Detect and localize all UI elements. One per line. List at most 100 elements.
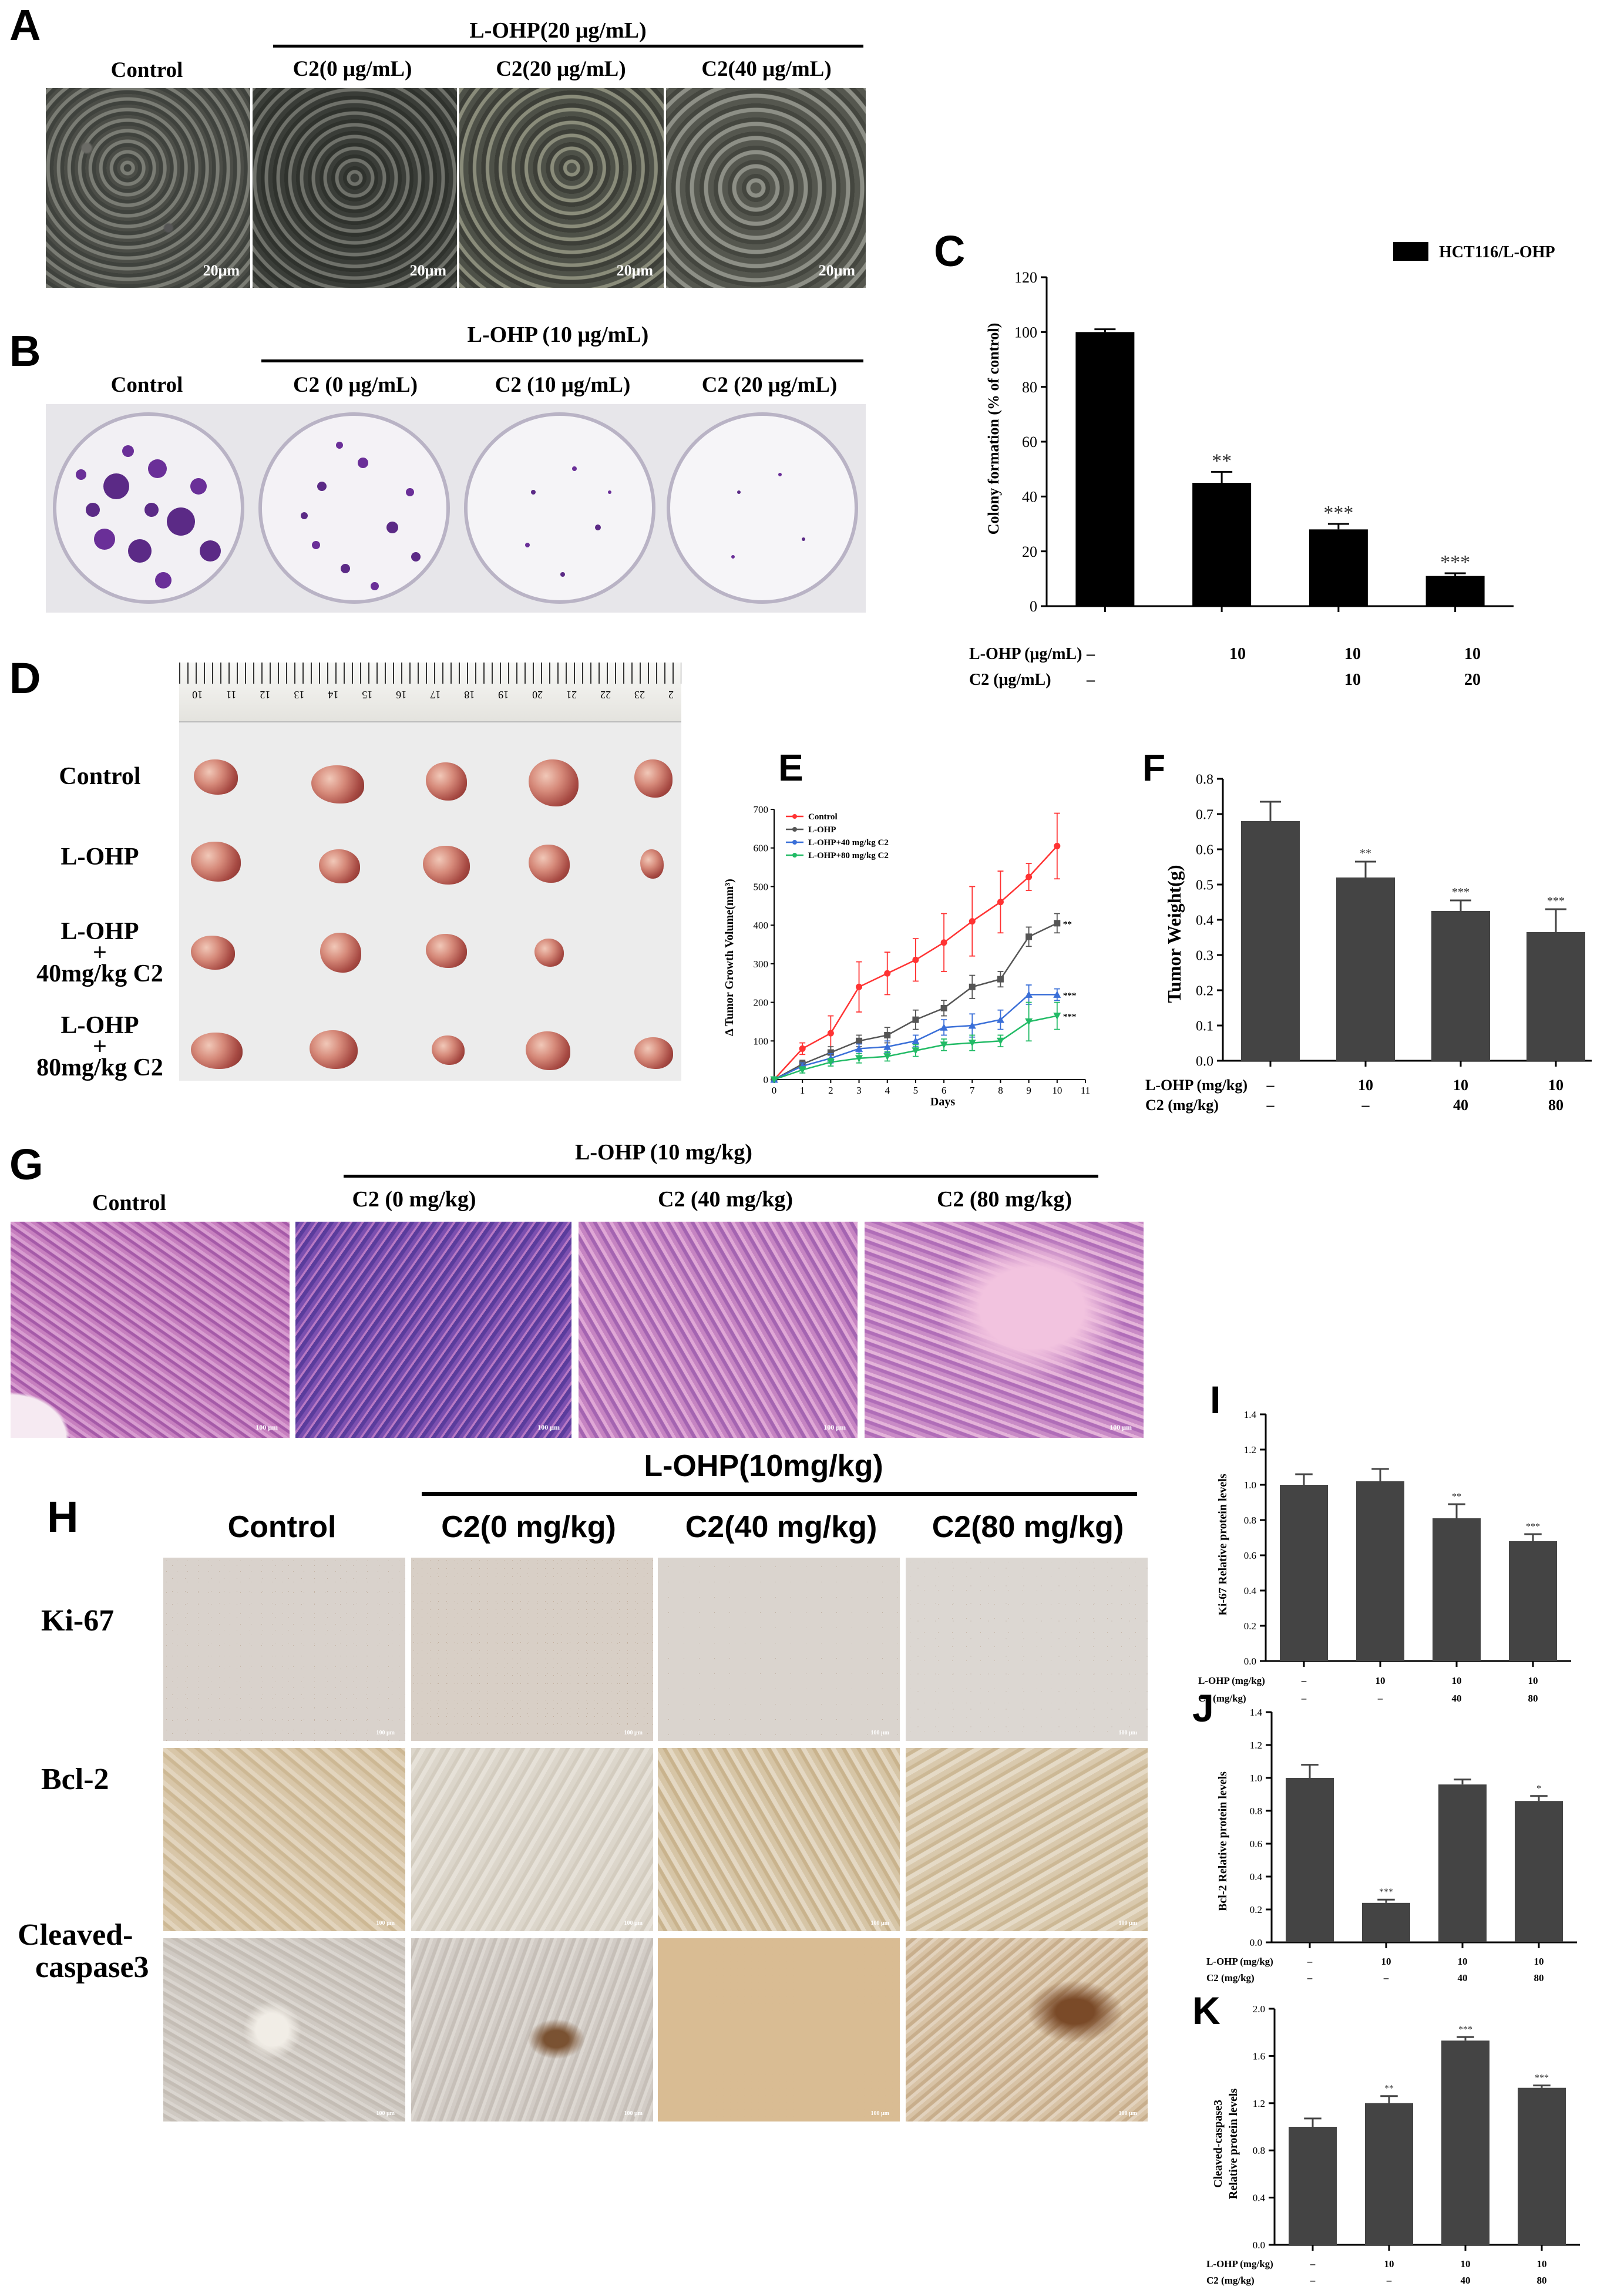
panel-h-col-c2-80: C2(80 mg/kg) [932,1510,1124,1544]
y-tick-label: 0.8 [1253,2145,1265,2156]
data-point [1053,990,1061,998]
data-point [912,1016,919,1023]
data-point [883,1053,892,1061]
panel-c-row2-val: 20 [1464,671,1481,689]
panel-h-col-control: Control [227,1510,337,1544]
panel-g-he-c2-80: 100 μm [865,1222,1144,1438]
panel-f-label: F [1142,747,1166,789]
data-point [940,1041,948,1049]
panel-c-row2-val: 10 [1344,671,1361,689]
panel-c-label: C [934,227,966,275]
panel-g-he-c2-40: 100 μm [579,1222,858,1438]
data-point [996,1016,1004,1023]
y-tick-label: 0.4 [1196,913,1213,928]
panel-h-scalebar: 100 μm [624,1730,643,1736]
y-tick-label: 0.6 [1244,1550,1256,1561]
tumor [640,849,664,879]
plate-c2-20 [667,412,858,604]
legend-marker [792,840,797,845]
panel-i-plot: 0.00.20.40.60.81.01.21.4***** [1244,1409,1571,1667]
significance-label: *** [1458,2025,1472,2035]
y-tick-label: 600 [754,843,769,854]
panel-e-chart: 0 100 200 300 400 500 600 700 0 1 2 3 4 5 6 7 8 9 10 11 Cont… [723,804,1090,1108]
y-tick-label: 2.0 [1253,2003,1265,2015]
panel-i-row1-label: L-OHP (mg/kg) [1198,1675,1265,1686]
panel-g-header-rule [344,1175,1098,1178]
data-point [969,918,976,925]
tumor [529,759,579,806]
data-point [770,1076,778,1084]
panel-g-scalebar: 100 μm [537,1423,560,1431]
data-point [827,1049,834,1056]
panel-i-row2-label: C2 (mg/kg) [1198,1693,1246,1704]
significance-label: ** [1063,920,1072,929]
panel-j-row2-val: 40 [1458,1972,1468,1983]
panel-g-he-c2-0: 100 μm [295,1222,571,1438]
data-point [997,976,1004,983]
panel-j-row1-val: 10 [1381,1956,1391,1967]
legend-label: L-OHP+80 mg/kg C2 [808,851,889,860]
panel-g-col-c2-40: C2 (40 mg/kg) [657,1187,793,1212]
panel-h-scalebar: 100 μm [376,1920,395,1926]
legend-marker [792,853,797,858]
data-point [940,939,947,946]
panel-a-scalebar: 20μm [616,262,653,279]
tumor [634,759,673,798]
bar [1438,1784,1487,1942]
tumor [526,1031,570,1070]
y-tick-label: 1.0 [1250,1773,1262,1784]
ruler-tick: 13 [294,689,305,701]
data-point [940,1004,947,1011]
y-tick-label: 0.8 [1196,772,1213,787]
y-tick-label: 0.0 [1250,1937,1262,1948]
tumor [191,1033,243,1069]
panel-f-row2-val: 80 [1548,1097,1564,1114]
panel-d-label: D [9,654,41,702]
panel-d-row-40-plus: + [93,939,107,966]
tumor [529,845,570,883]
tumor [423,846,470,885]
ruler-tick: 16 [396,689,407,701]
panel-f-row1-val: 10 [1453,1077,1468,1094]
y-tick-label: 0.8 [1250,1806,1262,1817]
panel-b-col-c2-10: C2 (10 μg/mL) [495,373,631,397]
legend-label: L-OHP [808,825,836,835]
tumor [634,1037,673,1069]
ruler-tick: 15 [362,689,373,701]
legend-label: L-OHP+40 mg/kg C2 [808,838,889,848]
panel-c-row1-val: 10 [1344,645,1361,663]
y-tick-label: 0.7 [1196,807,1213,822]
data-point [799,1045,806,1052]
bar [1431,911,1490,1061]
panel-h-scalebar: 100 μm [870,1730,890,1736]
panel-k-row1-val: 10 [1384,2258,1394,2270]
panel-d-row-40-line2: 40mg/kg C2 [36,960,163,987]
panel-g-he-control: 100 μm [11,1222,290,1438]
y-tick-label: 1.4 [1244,1409,1257,1420]
panel-h-ihc-ki67-c2-80: 100 μm [906,1558,1148,1741]
y-tick-label: 0.6 [1196,842,1213,858]
panel-f-plot: 0.00.10.20.30.40.50.60.70.8******** [1196,772,1592,1069]
panel-k-label: K [1192,1989,1220,2032]
data-point [912,956,919,963]
y-tick-label: 0.4 [1250,1871,1263,1882]
panel-j-row1-val: – [1307,1956,1313,1967]
data-point [855,1044,863,1052]
tumor [319,849,360,883]
tumor [320,933,361,973]
panel-h-label: H [47,1492,79,1541]
panel-a-image-c2-0: 20μm [253,88,457,288]
panel-h-ihc-bcl2-c2-0: 100 μm [411,1748,653,1931]
ruler-tick: 11 [226,689,237,701]
data-point [1025,1018,1033,1026]
panel-i-row2-val: 40 [1452,1693,1462,1704]
significance-label: *** [1063,991,1077,1000]
y-tick-label: 0.5 [1196,877,1213,893]
panel-h-ihc-bcl2-control: 100 μm [163,1748,405,1931]
panel-d-row-40-line1: L-OHP [60,918,139,945]
panel-g-col-c2-0: C2 (0 mg/kg) [352,1187,476,1212]
panel-k-row2-val: – [1386,2275,1392,2286]
panel-i-chart: 0.00.20.40.60.81.01.21.4***** Ki-67 Rela… [1198,1409,1571,1704]
data-point [856,1037,863,1044]
panel-a-col-c2-0: C2(0 μg/mL) [292,57,412,81]
